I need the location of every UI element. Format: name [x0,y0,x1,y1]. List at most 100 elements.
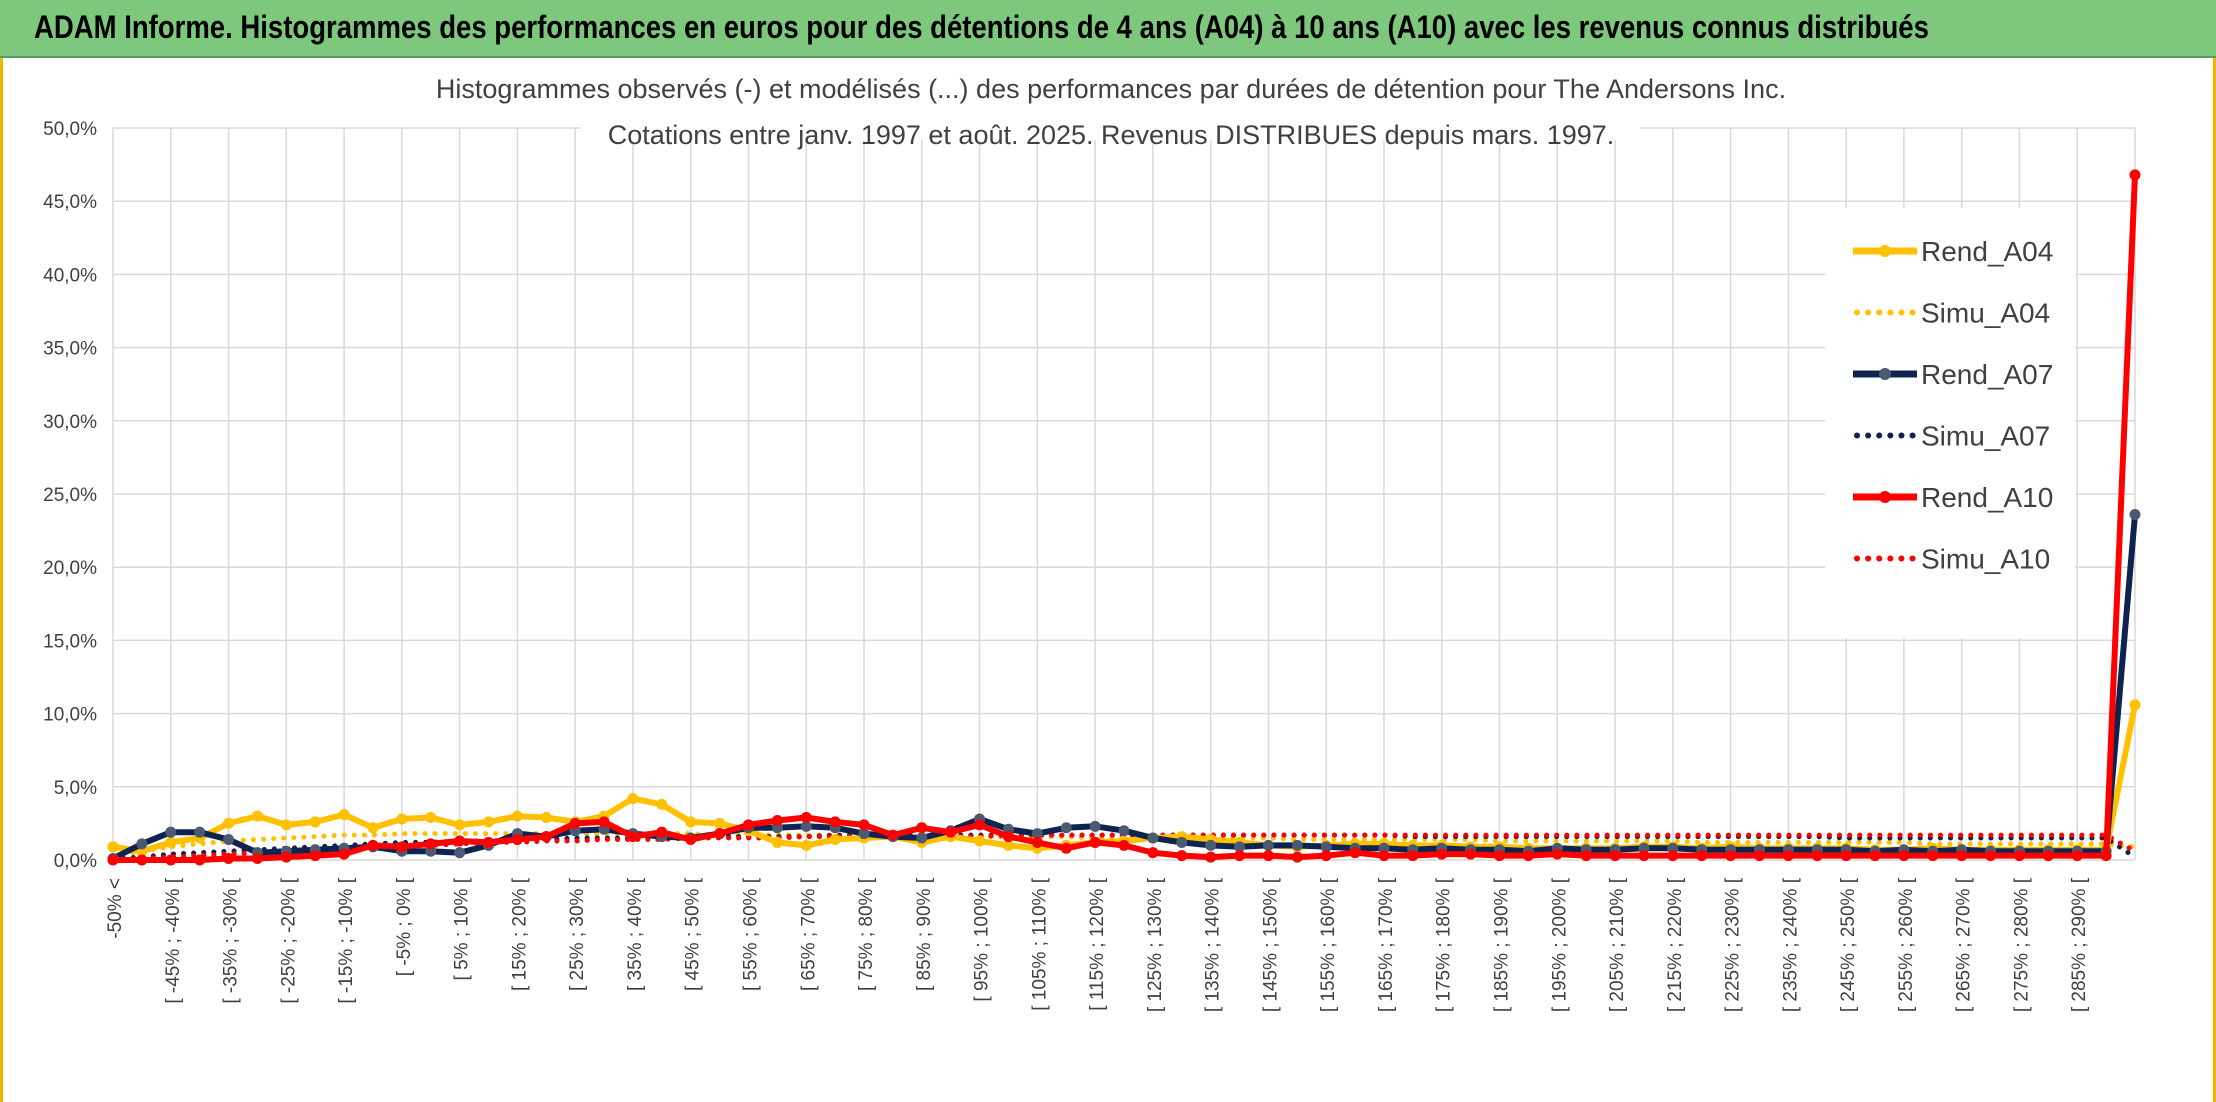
chart-title-line: Cotations entre janv. 1997 et août. 2025… [608,120,1615,150]
y-tick-label: 40,0% [43,265,97,286]
data-point [858,828,870,840]
title-backdrop [581,86,1641,140]
legend-marker [1879,491,1891,503]
data-point [2013,850,2025,862]
data-point [280,851,292,863]
data-point [2071,850,2083,862]
data-point [1262,850,1274,862]
x-tick-label: [ 105% ; 110% [ [1029,877,1050,1010]
data-point [1465,848,1477,860]
data-point [454,819,466,831]
x-tick-label: [ 235% ; 240% [ [1780,877,1801,1012]
data-point [1089,836,1101,848]
data-point [1147,832,1159,844]
data-point [280,819,292,831]
data-point [829,816,841,828]
data-point [1869,850,1881,862]
data-point [309,816,321,828]
data-point [1002,839,1014,851]
data-point [1753,850,1765,862]
histogram-line-chart: 0,0% 5,0% 10,0% 15,0% 20,0% 25,0% 30,0% 35,0% 40… [43,60,2141,1012]
legend-entry: Rend_A04 [1853,236,2053,267]
data-point [540,831,552,843]
data-point [1262,839,1274,851]
legend-marker [1879,368,1891,380]
data-point [656,826,668,838]
data-point [858,819,870,831]
data-point [338,809,350,821]
x-tick-label: [ 205% ; 210% [ [1607,877,1628,1012]
legend-entry: Simu_A07 [1854,421,2050,452]
y-axis-ticks: 0,0% 5,0% 10,0% 15,0% 20,0% 25,0% 30,0% 35,0% 40… [43,119,97,872]
data-point [742,819,754,831]
data-point [1551,848,1563,860]
legend-label: Simu_A10 [1921,544,2050,575]
data-point [714,828,726,840]
x-tick-label: [ -45% ; -40% [ [163,877,184,1003]
data-point [251,853,263,865]
chart-frame: 0,0% 5,0% 10,0% 15,0% 20,0% 25,0% 30,0% 35,0% 40… [0,58,2216,1102]
x-tick-label: [ 245% ; 250% [ [1838,877,1859,1012]
x-tick-label: [ 25% ; 30% [ [567,877,588,991]
data-point [165,836,177,848]
data-point [1956,850,1968,862]
data-point [540,812,552,824]
data-point [800,820,812,832]
data-point [887,829,899,841]
x-tick-label: -50% < [105,878,126,939]
legend-label: Simu_A07 [1921,421,2050,452]
data-point [1089,820,1101,832]
data-point [454,835,466,847]
data-point [107,854,119,866]
data-point [685,834,697,846]
report-title: ADAM Informe. Histogrammes des performan… [34,9,1929,45]
x-tick-label: [ -35% ; -30% [ [221,877,242,1003]
data-point [2042,850,2054,862]
legend-label: Simu_A04 [1921,298,2050,329]
series-layer [107,169,2141,866]
data-point [771,814,783,826]
data-point [800,839,812,851]
data-point [1320,850,1332,862]
data-point [2129,169,2141,181]
data-point [714,817,726,829]
data-point [136,854,148,866]
data-point [1031,828,1043,840]
data-point [367,839,379,851]
data-point [685,816,697,828]
data-point [309,850,321,862]
data-point [367,822,379,834]
x-tick-label: [ -15% ; -10% [ [336,877,357,1003]
data-point [656,798,668,810]
data-point [916,822,928,834]
data-point [223,817,235,829]
data-point [1580,850,1592,862]
y-tick-label: 30,0% [43,412,97,433]
data-point [1782,850,1794,862]
data-point [511,810,523,822]
legend-label: Rend_A04 [1921,236,2053,267]
x-tick-label: [ 95% ; 100% [ [972,877,993,1001]
data-point [107,841,119,853]
x-tick-label: [ 265% ; 270% [ [1954,877,1975,1012]
legend-marker [1879,245,1891,257]
x-tick-label: [ 185% ; 190% [ [1492,877,1513,1012]
data-point [1234,850,1246,862]
data-point [396,841,408,853]
x-tick-label: [ 75% ; 80% [ [856,877,877,991]
x-tick-label: [ 215% ; 220% [ [1665,877,1686,1012]
legend-entry: Simu_A04 [1854,298,2050,329]
x-tick-label: [ 155% ; 160% [ [1318,877,1339,1012]
data-point [1205,839,1217,851]
data-point [165,854,177,866]
x-tick-label: [ 35% ; 40% [ [625,877,646,991]
data-point [2129,699,2141,711]
x-tick-label: [ 275% ; 280% [ [2011,877,2032,1012]
data-point [1060,822,1072,834]
x-tick-label: [ 255% ; 260% [ [1896,877,1917,1012]
data-point [829,834,841,846]
data-point [1176,836,1188,848]
data-point [1522,850,1534,862]
data-point [1002,831,1014,843]
y-tick-label: 5,0% [54,778,97,799]
